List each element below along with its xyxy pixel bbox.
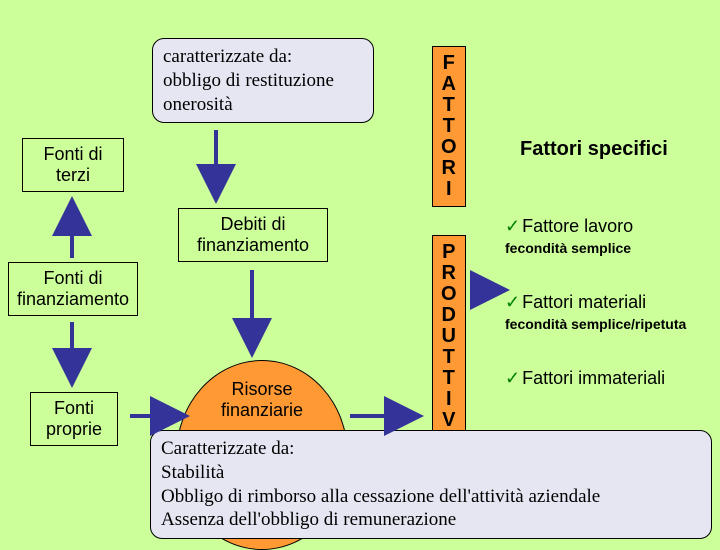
arrows-layer bbox=[0, 0, 720, 540]
